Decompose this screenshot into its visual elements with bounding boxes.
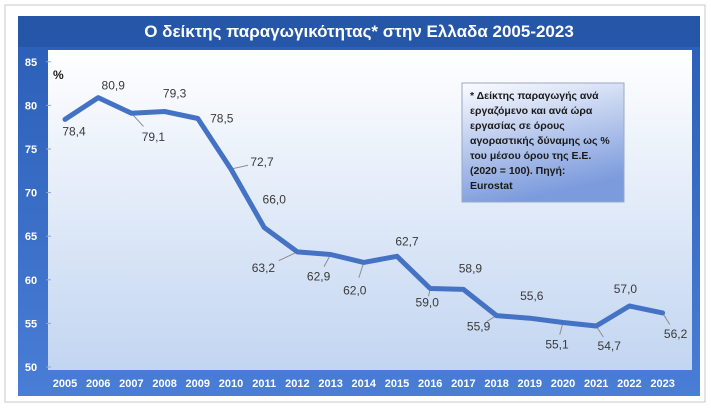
data-label: 78,5 <box>210 111 234 125</box>
data-label: 57,0 <box>614 282 638 296</box>
data-label: 63,2 <box>252 261 276 275</box>
data-label: 58,9 <box>459 261 483 275</box>
data-label: 62,9 <box>307 270 331 284</box>
y-axis-unit-label: % <box>53 68 64 82</box>
x-tick-label: 2008 <box>152 378 176 390</box>
data-label: 62,7 <box>395 234 419 248</box>
data-label: 55,6 <box>520 289 544 303</box>
data-labels: 78,4 80,9 79,1 79,3 78,5 72,7 66,0 63,2 62,9 62,0… <box>62 79 687 353</box>
data-label-leader <box>230 164 249 170</box>
x-tick-label: 2012 <box>285 378 309 390</box>
y-tick-label: 85 <box>25 57 37 69</box>
note-line: * Δείκτης παραγωγής ανά <box>470 90 599 102</box>
data-label: 55,1 <box>545 338 569 352</box>
series-line <box>62 95 666 329</box>
x-tick-label: 2014 <box>352 378 377 390</box>
data-label: 59,0 <box>416 296 440 310</box>
data-label: 79,3 <box>163 87 187 101</box>
data-label-leader <box>358 262 365 278</box>
x-tick-label: 2015 <box>385 378 409 390</box>
note-line: εργασίας σε όρους <box>470 120 565 132</box>
y-tick-label: 70 <box>25 188 37 200</box>
x-tick-label: 2018 <box>484 378 508 390</box>
y-tick-label: 55 <box>25 318 37 330</box>
note-line: (2020 = 100). Πηγή: <box>470 165 565 177</box>
y-tick-label: 80 <box>25 100 37 112</box>
note-line: εργαζόμενο και ανά ώρα <box>470 105 593 117</box>
y-tick-label: 65 <box>25 231 37 243</box>
y-axis: 85 80 75 70 65 60 55 50 <box>25 57 51 374</box>
data-label: 62,0 <box>343 283 367 297</box>
x-tick-label: 2020 <box>551 378 575 390</box>
data-label: 56,2 <box>664 327 688 341</box>
x-tick-label: 2016 <box>418 378 442 390</box>
x-tick-label: 2010 <box>219 378 243 390</box>
note-line: αγοραστικής δύναμης ως % <box>470 135 610 147</box>
data-label-leader <box>278 251 298 262</box>
y-tick-label: 60 <box>25 275 37 287</box>
x-tick-label: 2007 <box>119 378 143 390</box>
x-tick-label: 2011 <box>252 378 276 390</box>
x-tick-label: 2006 <box>86 378 110 390</box>
x-tick-label: 2022 <box>617 378 641 390</box>
data-label: 79,1 <box>142 130 166 144</box>
data-label: 54,7 <box>598 339 622 353</box>
x-tick-label: 2013 <box>318 378 342 390</box>
y-tick-label: 50 <box>25 362 37 374</box>
data-label: 72,7 <box>250 155 274 169</box>
x-tick-label: 2021 <box>584 378 608 390</box>
y-tick-label: 75 <box>25 144 37 156</box>
x-tick-label: 2017 <box>451 378 475 390</box>
chart-title: Ο δείκτης παραγωγικότητας* στην Ελλαδα 2… <box>144 22 574 41</box>
data-label: 55,9 <box>467 320 491 334</box>
data-label: 66,0 <box>263 192 287 206</box>
x-tick-label: 2019 <box>518 378 542 390</box>
data-label: 80,9 <box>102 79 126 93</box>
title-band <box>18 16 700 47</box>
data-label: 78,4 <box>62 124 86 138</box>
note-line: Eurostat <box>470 180 513 192</box>
x-axis: 2005 2006 2007 2008 2009 2010 2011 2012 2013 2014… <box>53 378 675 390</box>
x-tick-label: 2005 <box>53 378 77 390</box>
x-tick-label: 2009 <box>186 378 210 390</box>
source-note-background <box>461 82 625 203</box>
x-tick-label: 2023 <box>650 378 674 390</box>
source-note-box: * Δείκτης παραγωγής ανά εργαζόμενο και α… <box>461 82 625 203</box>
note-line: του μέσου όρου της Ε.Ε. <box>470 150 591 162</box>
